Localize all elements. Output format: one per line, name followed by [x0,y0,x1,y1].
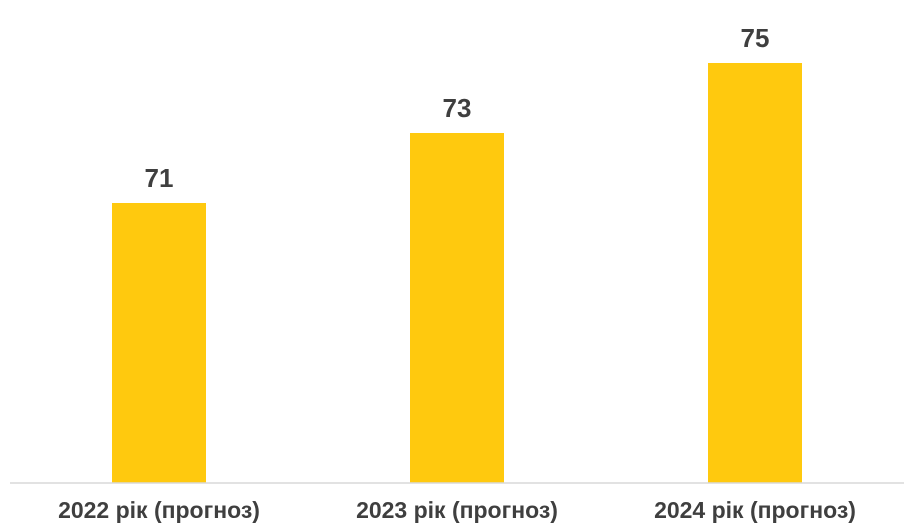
data-label-3: 75 [741,23,770,53]
bar-1 [112,203,206,483]
data-label-1: 71 [145,163,174,193]
data-label-2: 73 [443,93,472,123]
bar-3 [708,63,802,483]
category-label-1: 2022 рік (прогноз) [58,497,260,523]
bars-layer [112,63,802,483]
category-label-2: 2023 рік (прогноз) [356,497,558,523]
labels-layer: 71 2022 рік (прогноз) 73 2023 рік (прогноз)… [58,23,856,523]
category-label-3: 2024 рік (прогноз) [654,497,856,523]
bar-2 [410,133,504,483]
